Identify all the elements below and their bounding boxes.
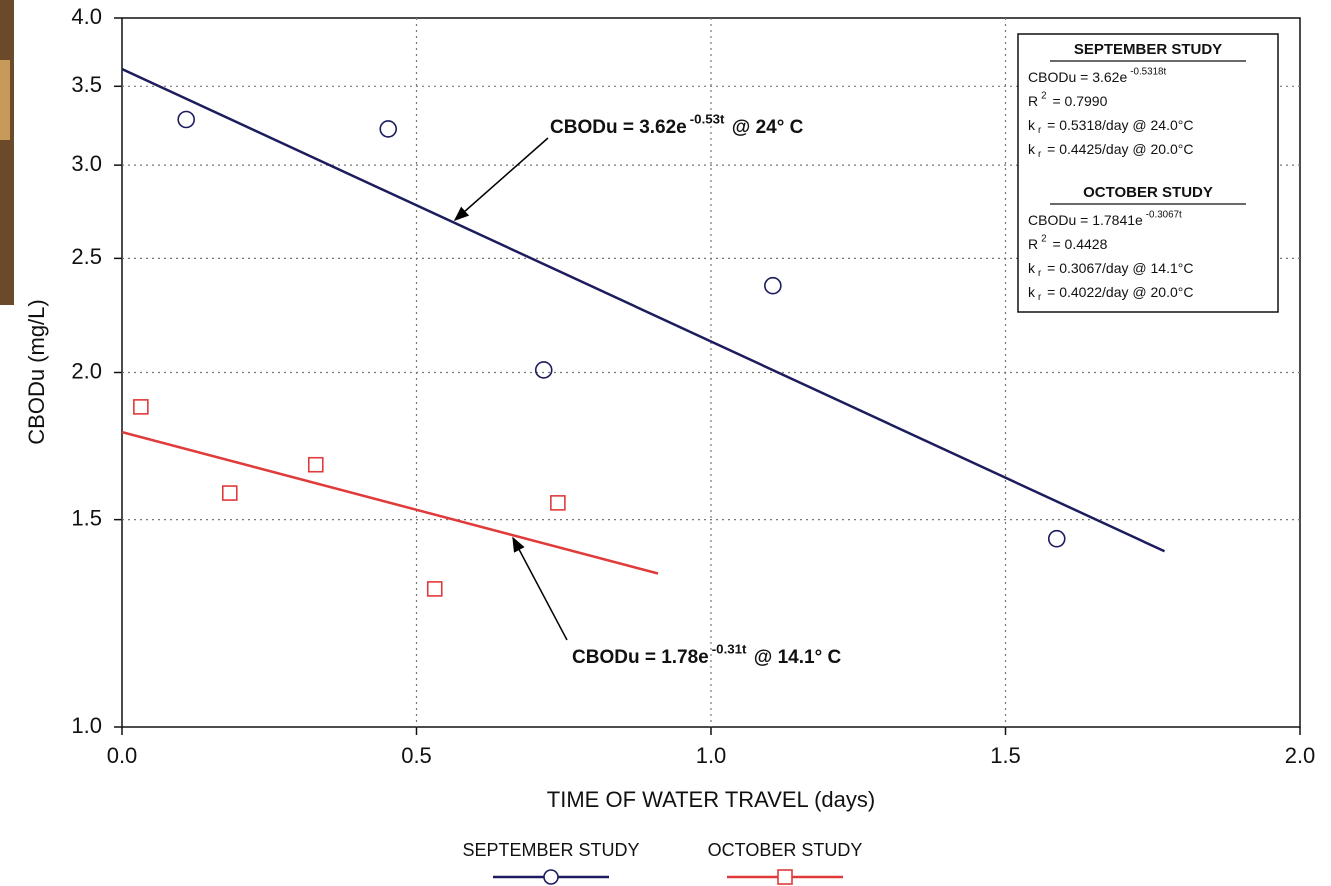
y-axis-label: CBODu (mg/L) <box>24 299 49 444</box>
annotation-arrow <box>453 137 549 221</box>
text-part: k <box>1028 260 1036 276</box>
x-axis-label: TIME OF WATER TRAVEL (days) <box>547 787 875 812</box>
data-point <box>133 399 149 415</box>
text-part: CBODu = 3.62e <box>550 117 687 138</box>
y-tick-label: 4.0 <box>71 4 102 29</box>
legend-label: OCTOBER STUDY <box>708 840 863 860</box>
y-tick-label: 1.0 <box>71 713 102 738</box>
superscript: 2 <box>1041 233 1046 244</box>
data-point <box>177 110 196 129</box>
annotation: CBODu = 3.62e -0.53t @ 24° C <box>550 111 804 138</box>
photo-fragment <box>0 60 10 140</box>
x-tick-label: 2.0 <box>1285 743 1316 768</box>
data-point <box>379 120 398 138</box>
legend-label: SEPTEMBER STUDY <box>462 840 639 860</box>
data-point <box>1047 529 1066 548</box>
superscript: 2 <box>1041 90 1046 101</box>
photo-fragment <box>0 0 14 305</box>
text-part: @ 14.1° C <box>749 647 842 668</box>
legend-marker <box>777 869 793 885</box>
text-part: = 0.3067/day @ 14.1°C <box>1043 260 1193 276</box>
text-part: CBODu = 1.7841e <box>1028 212 1143 228</box>
y-tick-label: 3.5 <box>71 72 102 97</box>
text-part: = 0.4425/day @ 20.0°C <box>1043 141 1193 157</box>
annotation-arrow <box>512 536 568 641</box>
text-part: R <box>1028 93 1038 109</box>
text-part: = 0.4022/day @ 20.0°C <box>1043 284 1193 300</box>
text-part: k <box>1028 141 1036 157</box>
y-tick-label: 3.0 <box>71 151 102 176</box>
text-part: CBODu = 3.62e <box>1028 69 1127 85</box>
info-line: CBODu = 3.62e -0.5318t <box>1028 66 1166 84</box>
subscript: r <box>1038 268 1042 279</box>
fit-line <box>121 430 659 575</box>
superscript: -0.53t <box>690 111 725 126</box>
subscript: r <box>1038 149 1042 160</box>
x-tick-label: 1.5 <box>990 743 1021 768</box>
data-point <box>550 495 566 511</box>
text-part: CBODu = 1.78e <box>572 647 709 668</box>
info-box <box>1017 33 1279 313</box>
superscript: -0.31t <box>712 641 747 656</box>
data-point <box>426 581 443 597</box>
x-tick-label: 1.0 <box>696 743 727 768</box>
y-tick-label: 2.0 <box>71 358 102 383</box>
subscript: r <box>1038 125 1042 136</box>
data-point <box>764 276 782 295</box>
annotation: CBODu = 1.78e -0.31t @ 14.1° C <box>572 641 841 668</box>
fit-line <box>121 67 1166 553</box>
data-point <box>534 361 553 379</box>
text-part: = 0.5318/day @ 24.0°C <box>1043 117 1193 133</box>
text-part: = 0.4428 <box>1049 236 1108 252</box>
y-tick-label: 1.5 <box>71 505 102 530</box>
legend-marker <box>543 869 559 885</box>
data-point <box>307 456 324 473</box>
info-line: CBODu = 1.7841e -0.3067t <box>1028 209 1182 227</box>
superscript: -0.3067t <box>1146 209 1182 220</box>
text-part: k <box>1028 117 1036 133</box>
data-point <box>221 485 238 501</box>
text-part: R <box>1028 236 1038 252</box>
y-tick-label: 2.5 <box>71 244 102 269</box>
text-part: k <box>1028 284 1036 300</box>
x-tick-label: 0.5 <box>401 743 432 768</box>
subscript: r <box>1038 292 1042 303</box>
info-title: OCTOBER STUDY <box>1083 184 1213 201</box>
info-title: SEPTEMBER STUDY <box>1074 41 1222 58</box>
text-part: = 0.7990 <box>1049 93 1108 109</box>
superscript: -0.5318t <box>1130 66 1166 77</box>
x-tick-label: 0.0 <box>107 743 138 768</box>
text-part: @ 24° C <box>727 117 804 138</box>
